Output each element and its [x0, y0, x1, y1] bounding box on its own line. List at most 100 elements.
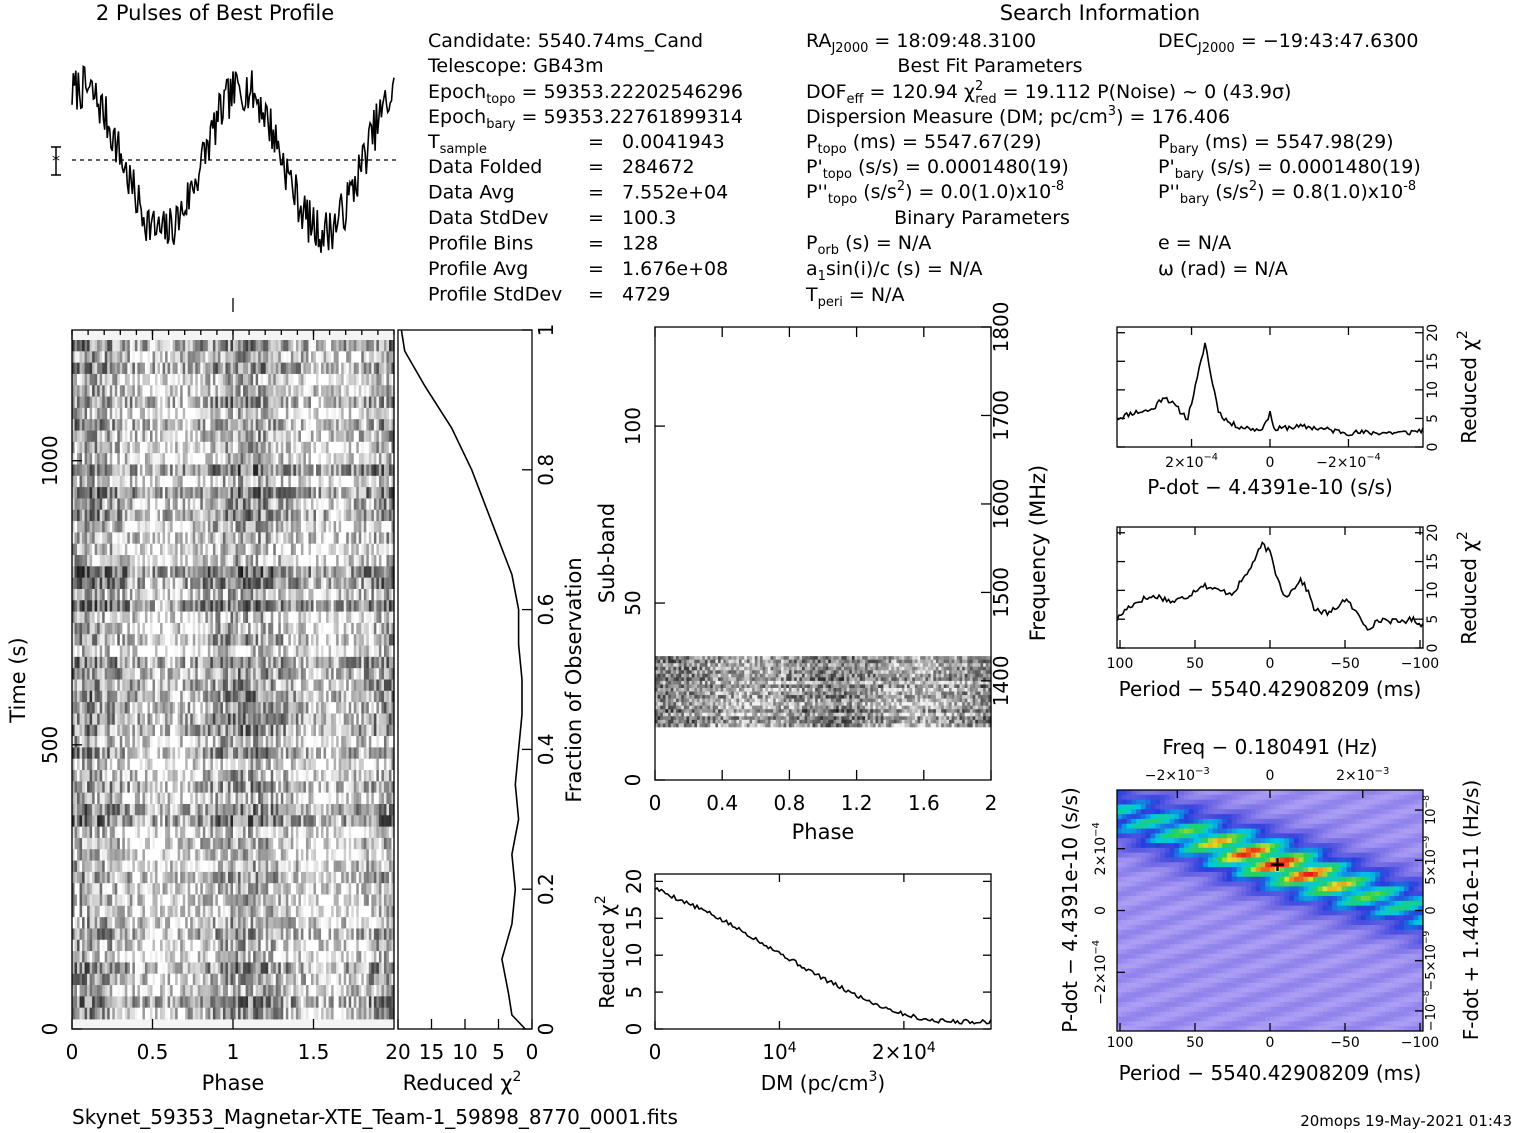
time-phase-cell [326, 385, 330, 397]
time-phase-cell [190, 668, 194, 680]
time-phase-cell [142, 645, 146, 658]
time-phase-cell [326, 656, 330, 669]
time-phase-cell [82, 555, 86, 567]
time-phase-cell [225, 407, 229, 420]
time-phase-cell [318, 430, 322, 443]
time-phase-cell [212, 656, 216, 669]
time-phase-cell [331, 340, 335, 352]
time-phase-cell [260, 645, 264, 658]
time-phase-cell [72, 656, 76, 669]
time-phase-cell [258, 441, 262, 454]
time-phase-cell [270, 555, 274, 567]
time-phase-cell [99, 373, 103, 386]
time-phase-cell [212, 702, 216, 714]
time-phase-cell [356, 543, 360, 556]
time-phase-cell [283, 555, 287, 567]
time-phase-cell [353, 340, 357, 352]
time-phase-cell [117, 385, 121, 397]
time-phase-cell [356, 396, 360, 409]
time-phase-cell [255, 555, 259, 567]
time-phase-cell [386, 385, 390, 397]
time-phase-cell [132, 690, 136, 703]
time-phase-cell [280, 679, 284, 692]
time-phase-cell [373, 464, 377, 477]
time-phase-cell [79, 679, 83, 692]
time-phase-cell [366, 668, 370, 680]
time-phase-cell [77, 566, 81, 579]
time-phase-cell [170, 588, 174, 601]
time-phase-cell [225, 702, 229, 714]
time-phase-cell [336, 600, 340, 612]
time-phase-cell [94, 690, 98, 703]
time-phase-cell [371, 758, 375, 771]
time-phase-cell [351, 622, 355, 635]
time-phase-cell [283, 509, 287, 522]
time-phase-cell [102, 509, 106, 522]
time-phase-cell [107, 713, 111, 726]
time-phase-cell [165, 373, 169, 386]
time-phase-cell [378, 521, 383, 533]
time-phase-cell [240, 656, 244, 669]
time-phase-cell [222, 724, 227, 737]
time-phase-cell [333, 475, 337, 488]
time-phase-cell [275, 498, 279, 511]
time-phase-cell [235, 758, 239, 771]
time-phase-cell [230, 713, 234, 726]
time-phase-cell [74, 419, 78, 431]
time-phase-cell [338, 668, 342, 680]
time-phase-cell [77, 396, 81, 409]
time-phase-cell [356, 464, 360, 477]
time-phase-cell [180, 577, 184, 590]
time-phase-cell [356, 747, 360, 760]
time-phase-cell [290, 736, 294, 748]
time-phase-cell [82, 441, 86, 454]
time-phase-cell [129, 679, 133, 692]
time-phase-cell [222, 532, 227, 545]
time-phase-cell [230, 521, 234, 533]
time-phase-cell [175, 577, 179, 590]
time-phase-cell [102, 340, 106, 352]
time-phase-cell [336, 645, 340, 658]
time-phase-cell [366, 622, 370, 635]
time-phase-cell [263, 543, 267, 556]
time-phase-cell [175, 634, 179, 646]
time-phase-cell [363, 566, 367, 579]
time-phase-cell [124, 543, 128, 556]
time-phase-cell [336, 588, 340, 601]
time-phase-cell [303, 747, 307, 760]
time-phase-cell [175, 668, 179, 680]
time-phase-cell [74, 724, 78, 737]
time-phase-cell [215, 396, 219, 409]
time-phase-cell [132, 521, 136, 533]
time-phase-cell [303, 340, 307, 352]
time-phase-cell [305, 362, 310, 375]
time-phase-cell [212, 464, 216, 477]
time-phase-cell [134, 724, 139, 737]
time-phase-cell [308, 521, 312, 533]
time-phase-cell [197, 419, 201, 431]
time-phase-cell [182, 611, 186, 624]
time-phase-cell [92, 600, 96, 612]
time-phase-cell [177, 600, 181, 612]
time-phase-cell [155, 713, 159, 726]
time-phase-cell [114, 747, 118, 760]
time-phase-cell [263, 509, 267, 522]
time-phase-cell [220, 475, 224, 488]
time-phase-cell [227, 521, 232, 533]
time-phase-cell [127, 702, 131, 714]
time-phase-cell [192, 758, 196, 771]
time-phase-cell [142, 758, 146, 771]
time-phase-cell [147, 600, 151, 612]
time-phase-cell [295, 724, 300, 737]
time-phase-cell [137, 713, 141, 726]
time-phase-cell [162, 340, 166, 352]
time-phase-cell [328, 656, 332, 669]
time-phase-cell [207, 566, 211, 579]
time-phase-cell [119, 600, 123, 612]
time-phase-cell [147, 543, 151, 556]
time-phase-cell [371, 747, 375, 760]
time-phase-cell [290, 509, 294, 522]
time-phase-cell [378, 475, 383, 488]
time-phase-cell [300, 645, 305, 658]
time-phase-cell [97, 713, 101, 726]
